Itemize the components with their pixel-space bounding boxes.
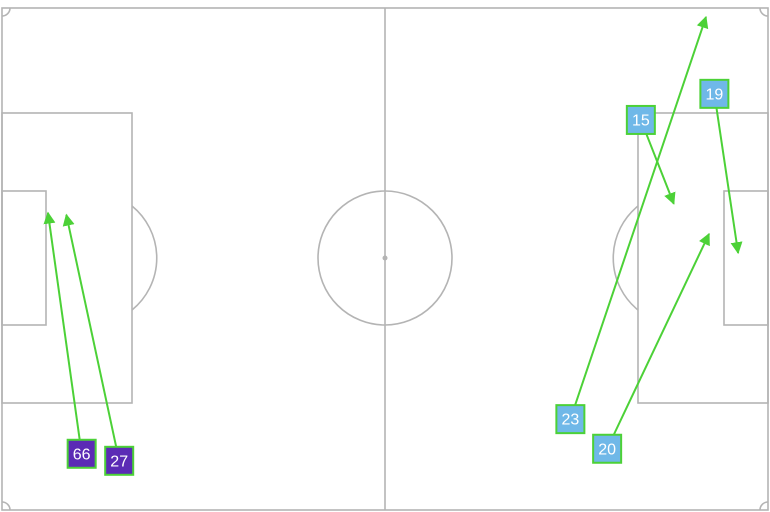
player-marker-box <box>699 78 730 109</box>
player-number: 23 <box>561 412 579 429</box>
center-spot <box>382 255 388 261</box>
player-marker-box <box>555 404 586 435</box>
pitch-markings <box>1 7 769 511</box>
player-number: 20 <box>598 441 616 458</box>
pass-arrow-27 <box>62 213 118 448</box>
player-marker-27: 27 <box>104 445 135 476</box>
pass-arrow-23 <box>574 15 709 406</box>
left-six-yard-box <box>1 190 47 326</box>
player-marker-box <box>66 438 97 469</box>
player-marker-19: 19 <box>699 78 730 109</box>
player-marker-box <box>625 104 656 135</box>
corner-arc-tr <box>759 7 769 17</box>
player-number: 19 <box>705 86 723 103</box>
player-number: 66 <box>73 446 91 463</box>
player-marker-66: 66 <box>66 438 97 469</box>
right-penalty-box <box>637 112 769 404</box>
right-six-yard-box <box>723 190 769 326</box>
player-marker-20: 20 <box>592 433 623 464</box>
left-penalty-arc <box>131 205 158 311</box>
player-marker-23: 23 <box>555 404 586 435</box>
corner-arc-tl <box>1 7 11 17</box>
center-circle <box>317 190 453 326</box>
player-marker-15: 15 <box>625 104 656 135</box>
pass-arrow-15 <box>645 133 676 205</box>
player-marker-box <box>592 433 623 464</box>
passes-layer <box>43 15 743 448</box>
pass-arrow-19 <box>715 107 743 255</box>
corner-arc-br <box>759 501 769 511</box>
left-penalty-box <box>1 112 133 404</box>
player-number: 15 <box>632 112 650 129</box>
player-number: 27 <box>110 453 128 470</box>
player-markers-layer: 66 27 15 19 23 20 <box>66 78 730 476</box>
pass-arrow-20 <box>612 232 710 436</box>
right-penalty-arc <box>612 205 639 311</box>
pass-arrow-66 <box>43 211 81 440</box>
corner-arc-bl <box>1 501 11 511</box>
player-marker-box <box>104 445 135 476</box>
